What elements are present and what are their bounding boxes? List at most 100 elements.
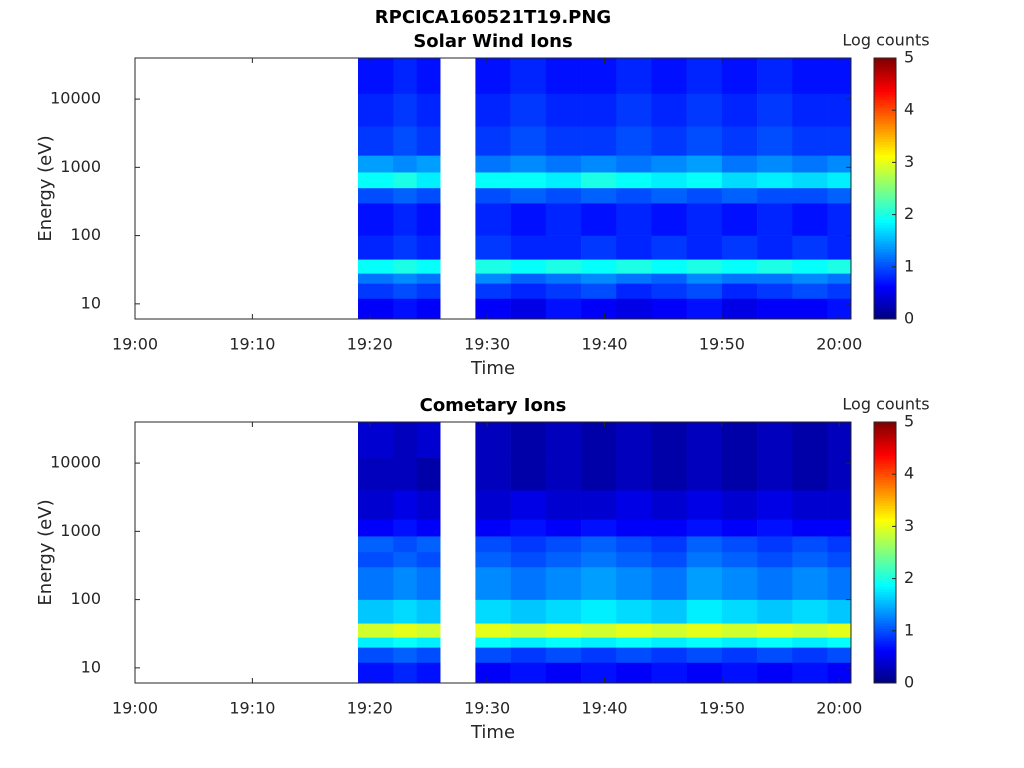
heatmap-cell [393, 93, 418, 127]
heatmap-cell [721, 259, 758, 274]
heatmap-cell [545, 273, 582, 284]
heatmap-cell [416, 599, 441, 624]
heatmap-cell [510, 567, 547, 600]
heatmap-cell [416, 519, 441, 537]
colorbar-strip [874, 313, 896, 317]
colorbar-strip [874, 515, 896, 520]
colorbar-strip [874, 664, 896, 668]
heatmap-cell [358, 647, 394, 663]
y-axis-label: Energy (eV) [35, 499, 56, 605]
heatmap-cell [475, 536, 511, 553]
heatmap-cell [416, 551, 441, 568]
colorbar-strip [874, 526, 896, 530]
colorbar-strip [874, 167, 896, 171]
heatmap-cell [416, 93, 441, 127]
colorbar-label: Log counts [842, 31, 929, 50]
colorbar-strip [874, 612, 896, 616]
heatmap-cell [581, 536, 617, 553]
heatmap-cell [416, 283, 441, 299]
colorbar-strip [874, 89, 896, 93]
heatmap-cell [757, 172, 793, 189]
colorbar-strip [874, 607, 896, 611]
heatmap-cell [721, 283, 758, 299]
heatmap-cell [475, 662, 511, 684]
heatmap-cell [358, 551, 394, 568]
colorbar-strip [874, 68, 896, 72]
heatmap-cell [686, 187, 723, 204]
colorbar-strip [874, 253, 896, 257]
heatmap-cell [757, 155, 793, 173]
colorbar-strip [874, 547, 896, 551]
heatmap-cell [651, 283, 687, 299]
heatmap-cell [393, 457, 418, 491]
colorbar-strip [874, 84, 896, 88]
heatmap-cell [616, 203, 652, 236]
colorbar-tick-label: 4 [904, 100, 914, 119]
heatmap-cell [581, 187, 617, 204]
heatmap-cell [757, 58, 793, 94]
heatmap-cell [358, 567, 394, 600]
heatmap-cell [616, 93, 652, 127]
heatmap-cell [721, 93, 758, 127]
heatmap-cell [393, 235, 418, 260]
colorbar-strip [874, 138, 896, 143]
colorbar-strip [874, 316, 896, 320]
heatmap-cell [686, 235, 723, 260]
colorbar-strip [874, 261, 896, 265]
heatmap-cell [827, 203, 852, 236]
colorbar-strip [874, 141, 896, 145]
heatmap-cell [581, 155, 617, 173]
heatmap-cell [416, 273, 441, 284]
heatmap-cell [545, 457, 582, 491]
heatmap-cell [475, 259, 511, 274]
colorbar-strip [874, 565, 896, 569]
heatmap-cell [757, 187, 793, 204]
colorbar-strip [874, 279, 896, 283]
colorbar-strip [874, 455, 896, 460]
colorbar-strip [874, 60, 896, 64]
heatmap-cell [721, 623, 758, 638]
heatmap-cell [475, 273, 511, 284]
colorbar-strip [874, 575, 896, 580]
colorbar-strip [874, 656, 896, 661]
x-tick-label: 20:00 [816, 335, 862, 354]
heatmap-cell [686, 519, 723, 537]
heatmap-cell [827, 536, 852, 553]
heatmap-cell [510, 519, 547, 537]
colorbar-strip [874, 641, 896, 645]
colorbar-strip [874, 622, 896, 627]
x-tick-label: 19:20 [347, 699, 393, 718]
colorbar-strip [874, 251, 896, 255]
y-tick-label: 1000 [60, 521, 101, 540]
colorbar-strip [874, 178, 896, 182]
heatmap-cell [721, 422, 758, 458]
colorbar-strip [874, 110, 896, 114]
x-tick-label: 19:20 [347, 335, 393, 354]
colorbar-strip [874, 264, 896, 268]
colorbar-strip [874, 63, 896, 67]
figure-title: RPCICA160521T19.PNG [375, 7, 611, 28]
heatmap-cell [416, 647, 441, 663]
colorbar-tick-label: 2 [904, 568, 914, 587]
heatmap-cell [757, 93, 793, 127]
y-tick-label: 10000 [50, 89, 101, 108]
heatmap-cell [393, 283, 418, 299]
heatmap-cell [757, 457, 793, 491]
heatmap-cell [757, 662, 793, 684]
colorbar-strip [874, 151, 896, 156]
chart-title: Solar Wind Ions [413, 31, 572, 52]
colorbar-strip [874, 479, 896, 483]
colorbar-strip [874, 225, 896, 229]
colorbar-strip [874, 492, 896, 496]
heatmap-cell [721, 155, 758, 173]
heatmap-cell [757, 235, 793, 260]
heatmap-cell [545, 536, 582, 553]
heatmap-cell [475, 93, 511, 127]
heatmap-cell [475, 203, 511, 236]
heatmap-cell [721, 536, 758, 553]
colorbar-strip [874, 510, 896, 514]
heatmap-cell [510, 662, 547, 684]
heatmap-cell [616, 259, 652, 274]
colorbar-strip [874, 557, 896, 561]
colorbar-strip [874, 120, 896, 124]
